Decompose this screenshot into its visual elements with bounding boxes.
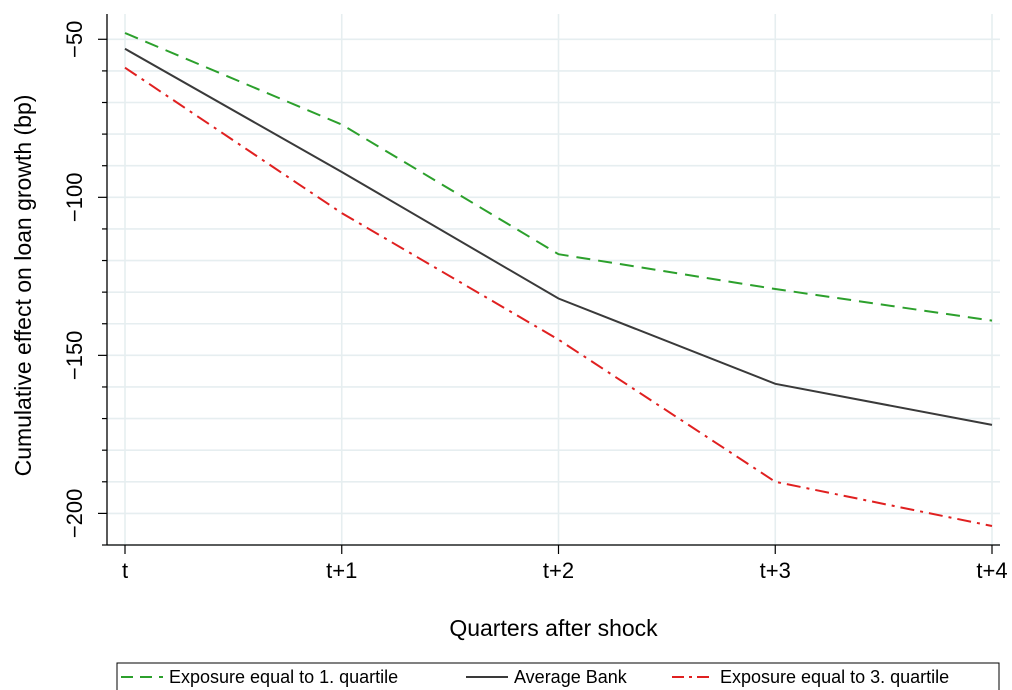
x-tick-label: t+4 <box>976 558 1007 583</box>
series-line <box>124 66 993 527</box>
grid-lines <box>107 14 1000 546</box>
y-tick-label: −100 <box>62 173 87 223</box>
series-lines <box>124 32 993 527</box>
series-line <box>124 47 993 426</box>
x-tick-label: t+1 <box>326 558 357 583</box>
x-tick-label: t+2 <box>543 558 574 583</box>
legend-label: Exposure equal to 3. quartile <box>720 667 949 687</box>
y-tick-label: −50 <box>62 21 87 58</box>
legend-label: Exposure equal to 1. quartile <box>169 667 398 687</box>
series-line <box>124 32 993 322</box>
x-ticks: t t+1 t+2 t+3 t+4 <box>122 545 1008 583</box>
y-ticks: −50 −100 −150 −200 <box>62 21 107 546</box>
x-tick-label: t+3 <box>760 558 791 583</box>
x-axis-title: Quarters after shock <box>449 615 658 641</box>
y-tick-label: −150 <box>62 331 87 381</box>
x-tick-label: t <box>122 558 128 583</box>
legend: Exposure equal to 1. quartile Average Ban… <box>116 662 1000 690</box>
y-tick-label: −200 <box>62 489 87 539</box>
legend-box <box>116 662 1000 690</box>
y-axis-title: Cumulative effect on loan growth (bp) <box>10 95 36 477</box>
legend-label: Average Bank <box>514 667 628 687</box>
